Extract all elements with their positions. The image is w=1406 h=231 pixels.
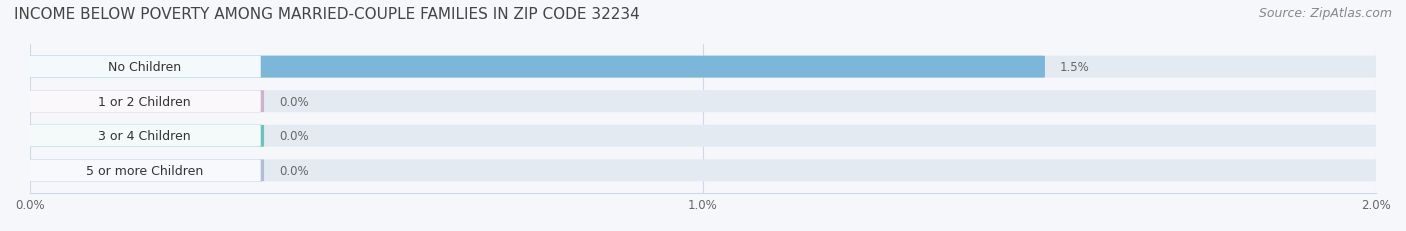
Text: No Children: No Children: [108, 61, 181, 74]
FancyBboxPatch shape: [24, 160, 264, 182]
FancyBboxPatch shape: [24, 56, 1045, 78]
FancyBboxPatch shape: [28, 160, 260, 181]
Text: INCOME BELOW POVERTY AMONG MARRIED-COUPLE FAMILIES IN ZIP CODE 32234: INCOME BELOW POVERTY AMONG MARRIED-COUPL…: [14, 7, 640, 22]
Text: 5 or more Children: 5 or more Children: [86, 164, 202, 177]
FancyBboxPatch shape: [24, 91, 264, 113]
FancyBboxPatch shape: [24, 160, 1382, 182]
FancyBboxPatch shape: [24, 125, 264, 147]
FancyBboxPatch shape: [28, 57, 260, 78]
Text: 0.0%: 0.0%: [278, 164, 308, 177]
Text: 0.0%: 0.0%: [278, 95, 308, 108]
FancyBboxPatch shape: [28, 91, 260, 112]
FancyBboxPatch shape: [28, 125, 260, 147]
Text: Source: ZipAtlas.com: Source: ZipAtlas.com: [1258, 7, 1392, 20]
Text: 0.0%: 0.0%: [278, 130, 308, 143]
Text: 1 or 2 Children: 1 or 2 Children: [98, 95, 191, 108]
FancyBboxPatch shape: [24, 91, 1382, 113]
Text: 3 or 4 Children: 3 or 4 Children: [98, 130, 191, 143]
FancyBboxPatch shape: [24, 125, 1382, 147]
FancyBboxPatch shape: [24, 56, 1382, 78]
Text: 1.5%: 1.5%: [1060, 61, 1090, 74]
